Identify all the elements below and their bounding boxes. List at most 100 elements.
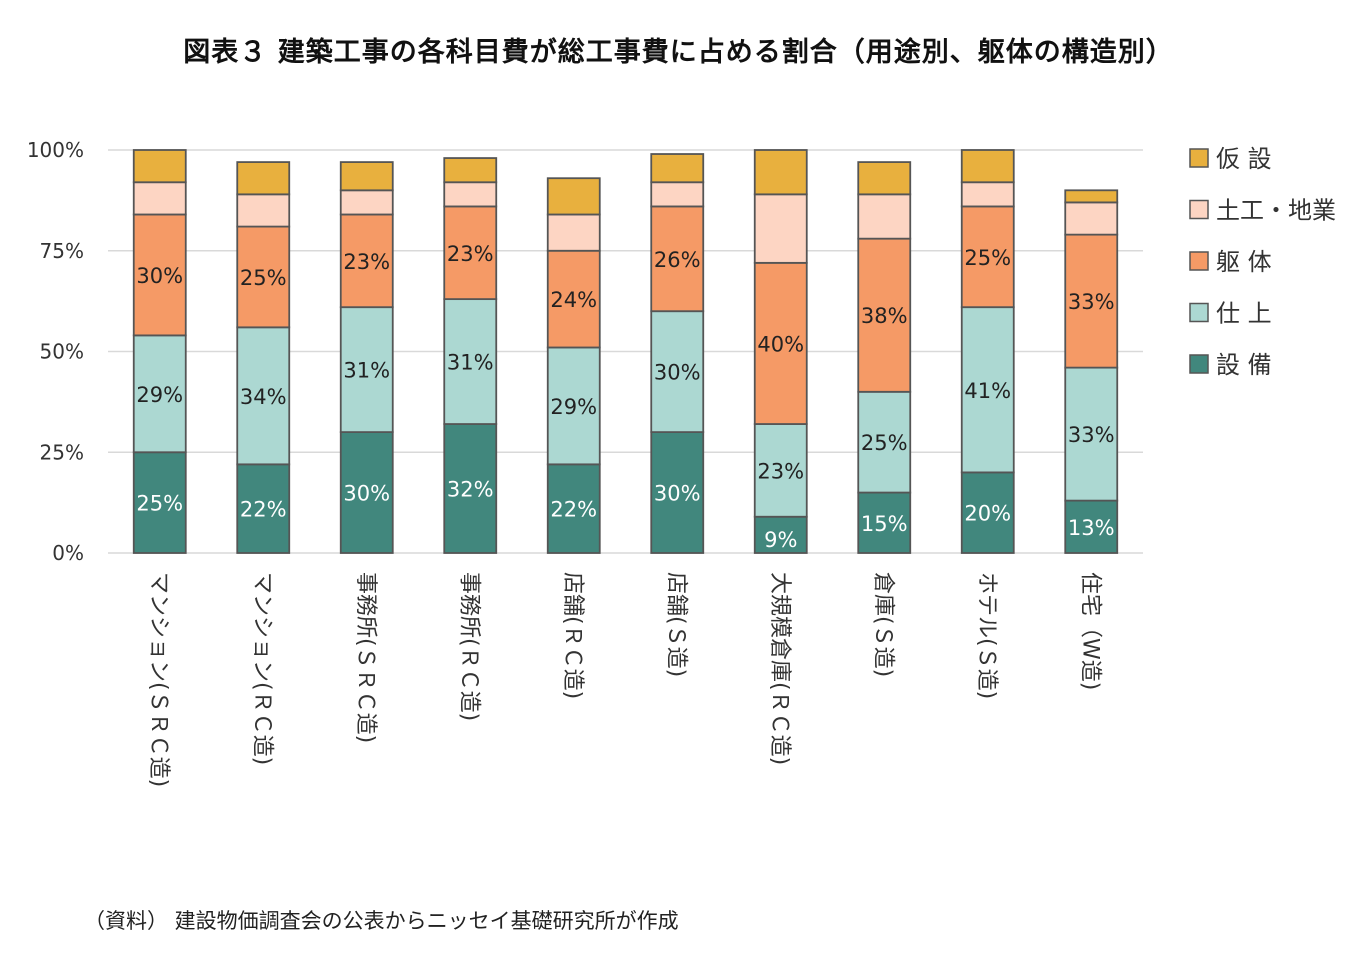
bar-segment — [132, 451, 187, 554]
data-label: 25% — [240, 266, 287, 290]
bar-segment — [650, 205, 705, 313]
legend-swatch — [1189, 148, 1209, 168]
bar-segment — [546, 213, 601, 252]
chart-title: 図表３ 建築工事の各科目費が総工事費に占める割合（用途別、躯体の構造別） — [183, 37, 1174, 68]
bar-segment — [960, 149, 1015, 184]
bar-segment — [650, 153, 705, 184]
legend-label: 仮 設 — [1216, 145, 1272, 173]
legend-label: 仕 上 — [1216, 300, 1272, 328]
data-label: 15% — [861, 512, 908, 536]
bar-segment — [960, 306, 1015, 474]
bar-segment — [546, 463, 601, 554]
legend-label: 土工・地業 — [1216, 197, 1336, 225]
bar-segment — [960, 205, 1015, 309]
bar-segment — [650, 310, 705, 434]
bar-segment — [236, 193, 291, 228]
category-label: 大規模倉庫(ＲＣ造) — [767, 572, 792, 765]
bar-segment — [339, 431, 394, 554]
data-label: 25% — [136, 492, 183, 516]
data-label: 34% — [240, 385, 287, 409]
data-label: 20% — [964, 502, 1011, 526]
bar-segment — [132, 213, 187, 337]
bar-segment — [236, 161, 291, 196]
bar-segment — [857, 491, 912, 554]
legend-swatch — [1189, 199, 1209, 220]
category-label: 店舗(Ｓ造) — [663, 572, 688, 677]
y-tick-label: 0% — [52, 541, 84, 565]
category-label: マンション(ＳＲＣ造) — [146, 572, 171, 787]
bar-segment — [960, 181, 1015, 208]
legend: 仮 設土工・地業躯 体仕 上設 備 — [1189, 145, 1336, 379]
bar-segment — [339, 189, 394, 216]
data-label: 33% — [1068, 290, 1115, 314]
bar-segment — [443, 298, 498, 425]
bar-segment — [443, 181, 498, 208]
data-label: 40% — [757, 332, 804, 356]
bar-segment — [960, 471, 1015, 554]
legend-swatch — [1189, 302, 1209, 323]
data-label: 24% — [550, 288, 597, 312]
bar-segment — [132, 149, 187, 184]
data-label: 30% — [136, 264, 183, 288]
source-note: （資料） 建設物価調査会の公表からニッセイ基礎研究所が作成 — [84, 909, 679, 933]
bar-segment — [443, 157, 498, 184]
bar-segment — [443, 205, 498, 301]
data-label: 9% — [764, 528, 797, 552]
data-label: 31% — [343, 359, 390, 383]
bar-segment — [1064, 201, 1119, 236]
data-label: 30% — [654, 482, 701, 506]
y-axis-ticks: 0% 25% 50% 75% 100% — [27, 138, 84, 565]
data-label: 30% — [654, 361, 701, 385]
bar-segment — [1064, 366, 1119, 502]
legend-swatch — [1189, 251, 1209, 271]
category-label: 住宅（W造) — [1077, 572, 1102, 690]
bar-segment — [1064, 189, 1119, 204]
bar-segment — [753, 261, 808, 425]
data-label: 33% — [1068, 423, 1115, 447]
data-label: 31% — [447, 351, 494, 375]
y-tick-label: 25% — [40, 440, 84, 464]
category-label: マンション(ＲＣ造) — [249, 572, 274, 765]
data-label: 23% — [343, 250, 390, 274]
bar-segment — [339, 213, 394, 309]
category-label: 倉庫(Ｓ造) — [870, 572, 895, 677]
data-label: 25% — [861, 431, 908, 455]
bar-segment — [1064, 499, 1119, 554]
legend-label: 躯 体 — [1216, 248, 1272, 276]
category-label: 事務所(ＳＲＣ造) — [353, 572, 378, 743]
bar-segment — [546, 249, 601, 349]
bar-segment — [650, 181, 705, 208]
legend-label: 設 備 — [1216, 351, 1272, 379]
bar-segment — [236, 225, 291, 329]
y-tick-label: 75% — [40, 239, 84, 263]
data-label: 23% — [447, 242, 494, 266]
data-label: 22% — [550, 498, 597, 522]
bar-segment — [650, 431, 705, 554]
bar-segment — [753, 149, 808, 196]
data-label: 13% — [1068, 516, 1115, 540]
data-label: 38% — [861, 304, 908, 328]
legend-swatch — [1189, 354, 1209, 374]
data-label: 29% — [550, 395, 597, 419]
data-label: 26% — [654, 248, 701, 272]
category-label: 店舗(ＲＣ造) — [560, 572, 585, 699]
data-label: 32% — [447, 478, 494, 502]
y-tick-label: 50% — [40, 340, 84, 364]
data-label: 29% — [136, 383, 183, 407]
data-label: 22% — [240, 498, 287, 522]
category-label: ホテル(Ｓ造) — [974, 572, 999, 699]
y-tick-label: 100% — [27, 138, 84, 162]
data-label: 41% — [964, 379, 1011, 403]
data-label: 25% — [964, 246, 1011, 270]
bar-segment — [857, 237, 912, 393]
bar-segment — [546, 177, 601, 216]
data-label: 30% — [343, 482, 390, 506]
category-label: 事務所(ＲＣ造) — [456, 572, 481, 721]
bar-segment — [132, 334, 187, 454]
bar-segment — [339, 161, 394, 192]
bar-segment — [857, 390, 912, 494]
bar-segment — [857, 161, 912, 196]
bars — [132, 149, 1119, 554]
bar-segment — [857, 193, 912, 240]
